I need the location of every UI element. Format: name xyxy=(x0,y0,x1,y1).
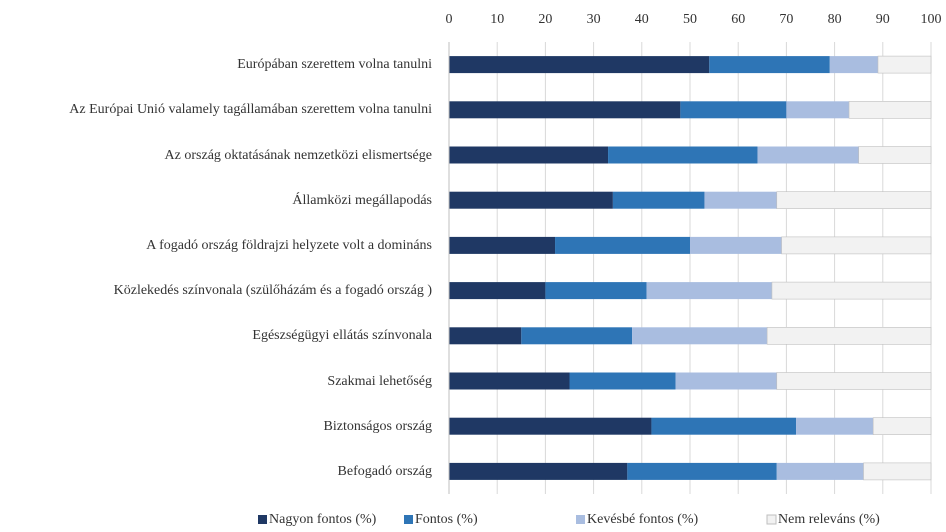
legend-label: Nem releváns (%) xyxy=(778,512,880,527)
bar-segment xyxy=(786,101,850,119)
bar-segment xyxy=(555,236,690,254)
x-tick-label: 10 xyxy=(490,12,504,27)
category-label-box: Közlekedés színvonala (szülőházám és a f… xyxy=(2,269,432,313)
x-tick-label: 20 xyxy=(538,12,552,27)
legend: Nagyon fontos (%) Fontos (%) Kevésbé fonto… xyxy=(258,512,880,527)
category-label: A fogadó ország földrajzi helyzete volt … xyxy=(146,237,432,253)
bar-segment xyxy=(771,281,932,300)
bar-segment xyxy=(766,326,932,345)
x-tick-label: 40 xyxy=(635,12,649,27)
bar-segment xyxy=(757,146,859,164)
category-label-wrap: Az ország oktatásának nemzetközi elismer… xyxy=(2,133,432,177)
bar-segment xyxy=(449,417,652,435)
category-label: Szakmai lehetőség xyxy=(327,373,432,389)
bar-segment xyxy=(449,327,522,345)
legend-label: Fontos (%) xyxy=(415,512,478,527)
x-tick-label: 0 xyxy=(446,12,453,27)
legend-swatch xyxy=(576,515,585,524)
bar-segment xyxy=(781,236,932,255)
category-label-box: Európában szerettem volna tanulni xyxy=(2,43,432,87)
x-tick-label: 30 xyxy=(587,12,601,27)
bar-segment xyxy=(632,327,768,345)
bar-segment xyxy=(646,282,772,300)
category-label-wrap: Európában szerettem volna tanulni xyxy=(2,43,432,87)
bar-segment xyxy=(449,282,546,300)
category-label: Befogadó ország xyxy=(337,463,432,479)
bar-segment xyxy=(521,327,633,345)
category-label-wrap: A fogadó ország földrajzi helyzete volt … xyxy=(2,223,432,267)
x-tick-label: 80 xyxy=(828,12,842,27)
x-tick-label: 100 xyxy=(921,12,942,27)
bar-segment xyxy=(449,191,613,209)
bar-segment xyxy=(863,462,932,481)
bar-segment xyxy=(627,462,777,480)
bar-segment xyxy=(449,101,681,119)
category-label-box: Biztonságos ország xyxy=(2,404,432,448)
bar-segment xyxy=(569,372,676,390)
bar-segment xyxy=(709,56,830,74)
legend-swatch xyxy=(404,515,413,524)
legend-swatch xyxy=(766,514,777,525)
category-label-box: Szakmai lehetőség xyxy=(2,359,432,403)
bar-segment xyxy=(449,462,628,480)
category-label-wrap: Közlekedés színvonala (szülőházám és a f… xyxy=(2,269,432,313)
category-label: Az Európai Unió valamely tagállamában sz… xyxy=(69,102,432,118)
legend-label: Nagyon fontos (%) xyxy=(269,512,377,527)
bar-segment xyxy=(612,191,705,209)
legend-label: Kevésbé fontos (%) xyxy=(587,512,699,527)
category-label: Egészségügyi ellátás színvonala xyxy=(252,328,432,344)
category-label-box: Befogadó ország xyxy=(2,449,432,493)
bar-segment xyxy=(872,417,932,436)
bar-segment xyxy=(877,55,932,74)
category-label-wrap: Biztonságos ország xyxy=(2,404,432,448)
bar-segment xyxy=(776,462,864,480)
bar-segment xyxy=(776,372,932,390)
x-tick-label: 50 xyxy=(683,12,697,27)
bar-segment xyxy=(848,101,932,119)
bar-segment xyxy=(776,191,932,209)
bar-segment xyxy=(680,101,787,119)
bar-segment xyxy=(651,417,797,435)
category-label-wrap: Befogadó ország xyxy=(2,449,432,493)
category-label-box: Az Európai Unió valamely tagállamában sz… xyxy=(2,88,432,132)
bar-segment xyxy=(545,282,647,300)
category-label-box: Egészségügyi ellátás színvonala xyxy=(2,314,432,358)
bar-segment xyxy=(449,236,556,254)
x-tick-label: 60 xyxy=(731,12,745,27)
bar-segment xyxy=(690,236,782,254)
category-label: Biztonságos ország xyxy=(323,418,432,434)
bar-segment xyxy=(829,56,878,74)
x-tick-label: 90 xyxy=(876,12,890,27)
category-label-wrap: Államközi megállapodás xyxy=(2,178,432,222)
category-label-wrap: Egészségügyi ellátás színvonala xyxy=(2,314,432,358)
category-label: Az ország oktatásának nemzetközi elismer… xyxy=(164,147,432,163)
bar-segment xyxy=(675,372,777,390)
bar-segment xyxy=(449,146,609,164)
bar-segment xyxy=(858,146,932,164)
category-label: Államközi megállapodás xyxy=(292,192,432,208)
bar-segment xyxy=(449,56,710,74)
category-label-wrap: Az Európai Unió valamely tagállamában sz… xyxy=(2,88,432,132)
category-label-box: Államközi megállapodás xyxy=(2,178,432,222)
bar-segment xyxy=(608,146,758,164)
x-tick-label: 70 xyxy=(779,12,793,27)
legend-swatch xyxy=(258,515,267,524)
category-label-box: A fogadó ország földrajzi helyzete volt … xyxy=(2,223,432,267)
bar-segment xyxy=(704,191,777,209)
category-label-wrap: Szakmai lehetőség xyxy=(2,359,432,403)
bar-segment xyxy=(449,372,570,390)
category-label-box: Az ország oktatásának nemzetközi elismer… xyxy=(2,133,432,177)
bar-segment xyxy=(796,417,874,435)
category-label: Közlekedés színvonala (szülőházám és a f… xyxy=(113,283,432,299)
category-label: Európában szerettem volna tanulni xyxy=(237,57,432,73)
